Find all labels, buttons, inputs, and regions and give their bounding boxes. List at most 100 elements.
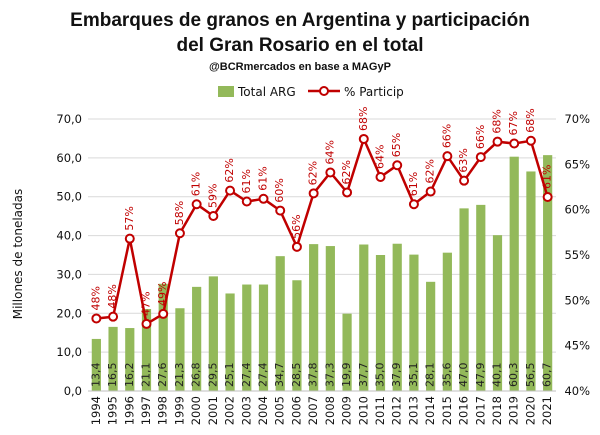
x-tick-label: 2020: [523, 396, 537, 425]
bar-value-label: 28,5: [290, 363, 303, 388]
bar-value-label: 60,7: [541, 363, 554, 388]
bar-value-label: 60,3: [507, 363, 520, 388]
x-tick-label: 2015: [440, 396, 454, 425]
bar-value-label: 40,1: [491, 363, 504, 388]
participation-point: [442, 151, 453, 162]
x-tick-label: 2011: [373, 396, 387, 425]
bar: [125, 328, 135, 391]
right-tick-label: 70%: [564, 112, 590, 126]
x-tick-label: 2016: [457, 396, 471, 425]
x-tick-label: 1996: [122, 396, 136, 425]
participation-point: [308, 188, 319, 199]
x-tick-label: 2003: [239, 396, 253, 425]
left-axis: 0,0 10,0 20,0 30,0 40,0 50,0 60,0 70,0: [56, 112, 82, 398]
participation-point: [258, 193, 269, 204]
participation-point: [425, 186, 436, 197]
participation-label: 59%: [206, 184, 219, 208]
bar-value-label: 37,7: [357, 363, 370, 388]
bar: [141, 309, 152, 391]
bar: [242, 284, 252, 391]
bar: [175, 308, 185, 391]
left-tick-label: 50,0: [56, 190, 82, 204]
chart-title-line1: Embarques de granos en Argentina y parti…: [70, 10, 530, 31]
left-tick-label: 40,0: [56, 229, 82, 243]
bar: [342, 313, 352, 391]
participation-point: [342, 187, 353, 198]
participation-label: 66%: [474, 125, 487, 149]
right-axis: 40% 45% 50% 55% 60% 65% 70%: [564, 112, 590, 398]
x-tick-label: 2006: [289, 396, 303, 425]
x-tick-label: 2017: [473, 396, 487, 425]
bar-value-label: 27,4: [257, 363, 270, 388]
x-tick-label: 2008: [323, 396, 337, 425]
participation-label: 61%: [407, 172, 420, 196]
participation-point: [291, 241, 302, 252]
x-tick-label: 2002: [223, 396, 237, 425]
participation-label: 68%: [524, 108, 537, 132]
bar: [91, 338, 101, 391]
participation-point: [375, 172, 386, 183]
participation-label: 48%: [89, 286, 102, 310]
bar: [258, 284, 269, 391]
legend-bar-swatch: [218, 86, 234, 97]
bar-value-label: 35,6: [440, 363, 453, 388]
right-tick-label: 50%: [564, 293, 590, 307]
participation-label: 47%: [140, 291, 153, 315]
bar: [158, 283, 168, 391]
participation-point: [158, 308, 169, 319]
participation-point: [492, 136, 503, 147]
bar-value-label: 47,0: [457, 363, 470, 388]
participation-label: 62%: [223, 158, 236, 182]
bar: [442, 252, 452, 391]
right-tick-label: 45%: [564, 339, 590, 353]
x-tick-label: 1997: [139, 396, 153, 425]
chart-source: @BCRmercados en base a MAGyP: [209, 61, 391, 73]
participation-labels: 48% 48%57%47% 49%58%61% 59%62% 61% 61% 60%56%6…: [89, 106, 553, 315]
bars: [91, 155, 553, 391]
participation-label: 67%: [507, 111, 520, 135]
bar-value-label: 35,1: [407, 363, 420, 388]
participation-label: 65%: [390, 133, 403, 157]
y-axis-title: Millones de toneladas: [11, 189, 25, 320]
participation-label: 62%: [340, 160, 353, 184]
left-tick-label: 0,0: [64, 384, 82, 398]
participation-label: 48%: [106, 284, 119, 308]
bar: [225, 293, 235, 391]
participation-label: 63%: [457, 148, 470, 172]
bar-value-label: 21,3: [173, 363, 186, 388]
bar-value-label: 16,2: [123, 363, 136, 388]
chart-title-line2: del Gran Rosario en el total: [176, 35, 423, 56]
x-tick-label: 2019: [507, 396, 521, 425]
legend-line-label: % Particip: [344, 85, 404, 99]
bar-value-label: 56,5: [524, 363, 537, 388]
x-tick-label: 2005: [273, 396, 287, 425]
participation-point: [208, 211, 219, 222]
bar: [292, 280, 302, 391]
x-tick-label: 2018: [490, 396, 504, 425]
x-tick-label: 1999: [172, 396, 186, 425]
bar: [426, 281, 436, 391]
participation-point: [325, 167, 336, 178]
x-tick-label: 1998: [156, 396, 170, 425]
participation-point: [525, 135, 536, 146]
bar: [275, 256, 285, 391]
x-tick-label: 1995: [106, 396, 120, 425]
bar: [192, 286, 202, 391]
participation-point: [225, 185, 236, 196]
participation-point: [459, 175, 470, 186]
participation-point: [241, 196, 252, 207]
participation-point: [542, 191, 553, 202]
participation-label: 64%: [374, 145, 387, 169]
bar-value-label: 27,4: [240, 363, 253, 388]
bar: [208, 276, 218, 391]
participation-point: [475, 152, 486, 163]
grid-lines: [88, 118, 556, 392]
participation-point: [408, 199, 419, 210]
bar-value-label: 26,8: [190, 363, 203, 388]
bar-value-label: 13,4: [89, 363, 102, 388]
participation-label: 68%: [357, 106, 370, 130]
participation-point: [509, 138, 520, 149]
x-tick-label: 2012: [390, 396, 404, 425]
